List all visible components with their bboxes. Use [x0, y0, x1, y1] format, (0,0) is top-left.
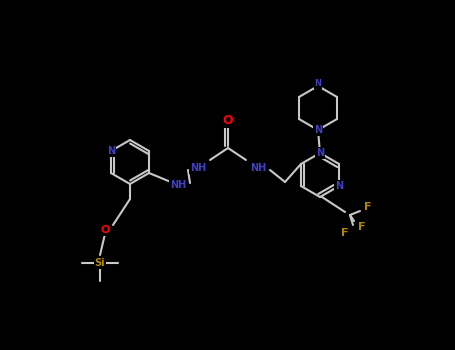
Text: O: O [100, 225, 110, 235]
Text: N: N [314, 125, 322, 135]
Text: N: N [314, 79, 322, 89]
Text: F: F [358, 222, 366, 232]
Text: NH: NH [190, 163, 206, 173]
Text: Si: Si [95, 258, 105, 268]
Text: NH: NH [170, 180, 186, 190]
Text: N: N [316, 148, 324, 158]
Text: F: F [364, 202, 372, 212]
Text: F: F [341, 228, 349, 238]
Text: NH: NH [250, 163, 266, 173]
Text: N: N [107, 146, 115, 156]
Text: N: N [335, 181, 343, 191]
Text: O: O [222, 113, 233, 126]
